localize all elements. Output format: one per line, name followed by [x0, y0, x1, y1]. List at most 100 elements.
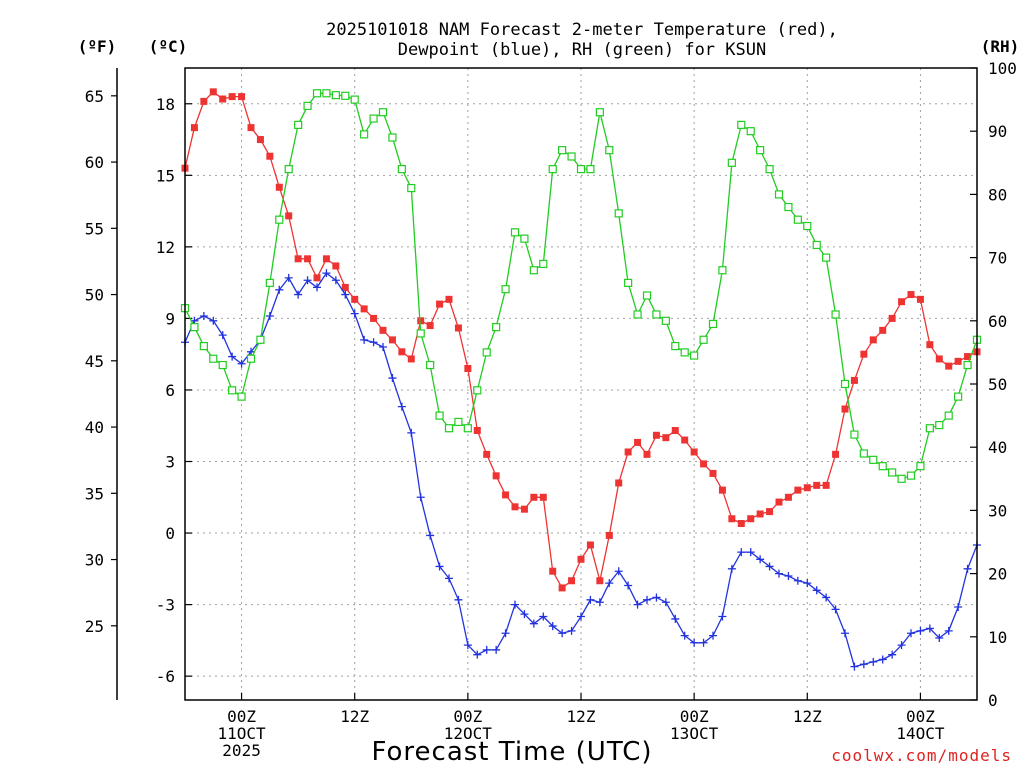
dewpoint-point [925, 624, 934, 633]
temperature-point [841, 405, 849, 413]
dewpoint-point [228, 352, 237, 361]
temperature-point [502, 491, 510, 499]
rh-tick-label: 0 [988, 691, 998, 710]
celsius-tick-label: 3 [165, 453, 175, 472]
rh-point [510, 228, 520, 237]
dewpoint-point [718, 612, 727, 621]
rh-point [294, 120, 303, 129]
rh-tick-label: 80 [988, 185, 1007, 204]
temperature-point [332, 262, 340, 270]
time-tick-label: 12Z [340, 707, 369, 726]
dewpoint-point [878, 655, 887, 664]
temperature-point [964, 353, 972, 361]
rh-tick-label: 90 [988, 122, 1007, 141]
dewpoint-point [822, 593, 831, 602]
rh-point [350, 95, 359, 104]
rh-point [529, 266, 538, 275]
temperature-point [520, 505, 528, 513]
rh-point [284, 165, 293, 174]
temperature-point [379, 326, 387, 334]
rh-point [256, 335, 265, 344]
temperature-point [860, 350, 868, 358]
rh-point [492, 323, 501, 332]
fahrenheit-tick-label: 65 [85, 87, 104, 106]
dewpoint-point [888, 650, 897, 659]
rh-tick-label: 70 [988, 249, 1007, 268]
temperature-point [398, 348, 406, 356]
rh-point [558, 146, 567, 155]
dewpoint-point [294, 290, 303, 299]
temperature-point [888, 314, 896, 322]
temperature-point [954, 357, 962, 365]
temperature-point [407, 355, 415, 363]
temperature-point [615, 479, 623, 487]
rh-point [680, 348, 689, 357]
temperature-point [907, 291, 915, 299]
dewpoint-point [501, 629, 510, 638]
temperature-point [605, 531, 613, 539]
dewpoint-markers [181, 269, 981, 671]
fahrenheit-tick-label: 60 [85, 153, 104, 172]
temperature-point [784, 493, 792, 501]
temperature-point [445, 295, 453, 303]
dewpoint-point [944, 626, 953, 635]
dewpoint-point [869, 657, 878, 666]
rh-point [850, 430, 859, 439]
temperature-point [879, 326, 887, 334]
rh-point [454, 417, 463, 427]
dewpoint-point [737, 548, 746, 557]
rh-tick-label: 30 [988, 501, 1007, 520]
dewpoint-point [388, 374, 397, 383]
temperature-point [464, 364, 472, 372]
temperature-point [662, 434, 670, 442]
temperature-point [370, 314, 378, 322]
time-tick-label: 11OCT [217, 724, 266, 743]
rh-point [944, 411, 953, 420]
rh-point [633, 310, 642, 319]
rh-tick-label: 10 [988, 628, 1007, 647]
rh-point [388, 133, 397, 142]
temperature-point [454, 324, 462, 332]
dewpoint-point [416, 493, 425, 502]
rh-point [218, 360, 227, 370]
dewpoint-point [577, 612, 585, 621]
rh-point [869, 455, 878, 464]
fahrenheit-tick-label: 40 [85, 418, 104, 437]
dewpoint-point [303, 276, 312, 285]
rh-point [840, 379, 850, 389]
rh-point [548, 165, 557, 174]
rh-tick-label: 60 [988, 312, 1007, 331]
time-tick-label: 00Z [680, 707, 709, 726]
time-tick-label: 12Z [567, 707, 596, 726]
celsius-tick-label: 18 [156, 95, 175, 114]
chart-title-line-1: 2025101018 NAM Forecast 2-meter Temperat… [326, 20, 838, 40]
rh-point [482, 348, 491, 357]
dewpoint-point [935, 633, 944, 642]
rh-point [822, 253, 831, 262]
dewpoint-point [661, 598, 670, 607]
rh-point [416, 329, 425, 338]
dewpoint-point [350, 309, 359, 318]
temperature-point [850, 376, 858, 384]
dewpoint-point [652, 593, 661, 602]
dewpoint-point [595, 598, 604, 607]
rh-point [360, 130, 369, 139]
temperature-point [803, 484, 811, 492]
temperature-point [483, 450, 491, 458]
dewpoint-point [548, 622, 557, 631]
temperature-point [568, 577, 576, 585]
temperature-point [596, 577, 604, 585]
dewpoint-point [633, 600, 642, 609]
rh-point [228, 386, 237, 395]
rh-point [199, 341, 208, 351]
temperature-point [247, 124, 255, 132]
chart-title-line-2: Dewpoint (blue), RH (green) for KSUN [398, 40, 766, 60]
temperature-point [322, 255, 330, 263]
rh-point [501, 285, 510, 294]
rh-point [473, 386, 482, 395]
dewpoint-point [671, 614, 680, 623]
dewpoint-point [765, 562, 774, 571]
rh-point [925, 424, 934, 433]
time-tick-label: 12Z [793, 707, 822, 726]
dewpoint-point [746, 548, 755, 557]
